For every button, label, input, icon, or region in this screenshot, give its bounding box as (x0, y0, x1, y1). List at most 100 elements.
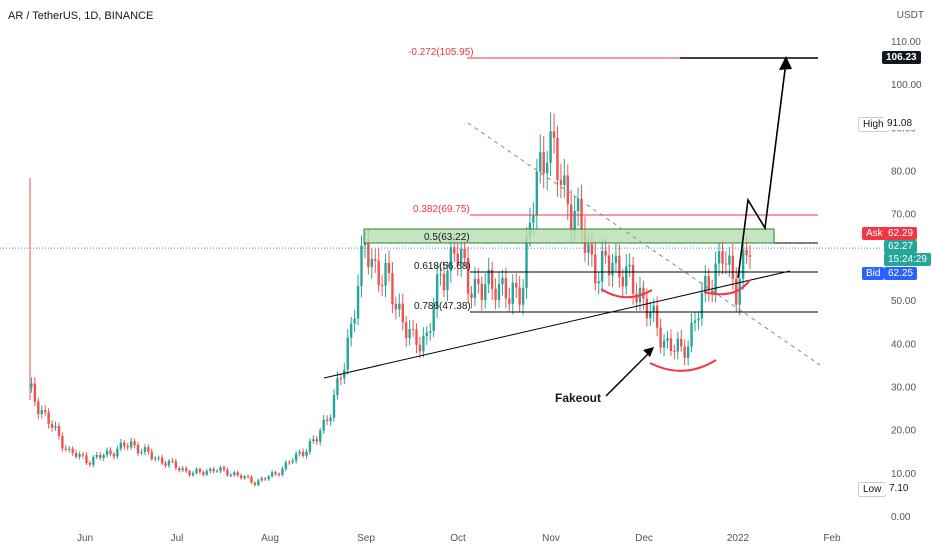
candle-body (81, 454, 85, 456)
candle-body (349, 323, 353, 338)
candle-body (408, 329, 411, 339)
candle-body (346, 337, 349, 370)
candle-body (360, 245, 363, 287)
candle-body (250, 476, 253, 483)
candle-body (432, 308, 435, 332)
candle-body (669, 338, 673, 352)
low-value: 7.10 (885, 482, 913, 495)
candle-body (429, 331, 432, 333)
candle-body (205, 471, 208, 475)
candle-body (92, 457, 95, 465)
candle-body (714, 263, 717, 294)
candle-body (226, 469, 229, 476)
projection-path (737, 61, 787, 279)
y-tick-label: 70.00 (891, 210, 916, 221)
candle-body (680, 338, 683, 347)
candle-body (456, 253, 459, 265)
candle-body (380, 285, 384, 287)
candle-body (267, 476, 270, 480)
candle-body (167, 460, 171, 466)
candle-body (136, 444, 140, 454)
candle-body (621, 276, 624, 287)
candle-body (105, 450, 109, 456)
candle-body (270, 472, 274, 477)
candle-body (707, 276, 710, 291)
candle-body (260, 478, 263, 481)
candle-body (563, 175, 566, 185)
ascending-trendline (323, 270, 791, 379)
candlestick-series (29, 112, 752, 487)
candle-body (71, 448, 74, 453)
candle-body (57, 426, 61, 436)
candle-body (37, 401, 40, 415)
candle-body (171, 460, 174, 462)
candle-body (422, 335, 425, 352)
candle-body (525, 238, 528, 288)
candle-body (188, 471, 191, 476)
candle-body (570, 204, 573, 232)
fib-label-0786: 0.786(47.38) (414, 301, 471, 312)
y-tick-label: 50.00 (891, 296, 916, 307)
x-tick-label: Jul (171, 533, 184, 544)
candle-body (590, 244, 594, 255)
candle-body (33, 383, 37, 402)
candle-body (50, 424, 54, 428)
y-tick-label: 40.00 (891, 339, 916, 350)
ask-value: 62.29 (884, 227, 918, 240)
x-tick-label: 2022 (727, 533, 750, 544)
candle-body (594, 254, 597, 284)
candle-body (129, 441, 133, 448)
candle-body (264, 478, 267, 480)
descending-dashed-trendline (467, 122, 821, 366)
target-price-badge: 106.23 (882, 51, 921, 64)
y-tick-label: 0.00 (891, 512, 911, 523)
candle-body (539, 152, 542, 172)
candle-body (246, 476, 250, 478)
bid-value: 62.25 (884, 267, 918, 280)
candle-body (274, 472, 277, 475)
candle-body (442, 273, 446, 291)
x-tick-label: Aug (261, 533, 279, 544)
candle-body (243, 476, 246, 479)
candle-body (535, 171, 539, 215)
candle-body (604, 250, 607, 256)
candle-body (487, 269, 490, 285)
candle-body (549, 131, 552, 163)
candle-body (676, 338, 679, 352)
candle-body (484, 284, 487, 300)
x-tick-label: Dec (635, 533, 653, 544)
resistance-zone (363, 228, 775, 244)
candle-body (666, 338, 669, 341)
x-tick-label: Jun (77, 533, 93, 544)
candle-body (133, 441, 136, 445)
projection-arrowhead (779, 56, 792, 70)
candle-body (78, 454, 81, 457)
candle-body (745, 249, 748, 256)
candle-body (329, 417, 332, 421)
candle-body (219, 467, 222, 472)
candle-body (332, 394, 336, 418)
fakeout-arrowhead (643, 347, 654, 357)
candle-body (164, 463, 167, 466)
candle-body (398, 303, 401, 310)
y-tick-label: 20.00 (891, 426, 916, 437)
candle-body (160, 457, 164, 464)
candle-body (559, 179, 563, 185)
candle-body (401, 303, 404, 323)
candle-body (700, 292, 704, 319)
candle-body (236, 472, 239, 476)
candle-body (655, 305, 659, 328)
candle-body (511, 282, 514, 304)
candle-body (212, 469, 215, 472)
candle-body (322, 419, 325, 431)
candle-body (195, 469, 198, 474)
x-tick-label: Sep (357, 533, 375, 544)
candle-body (731, 255, 735, 279)
candle-body (284, 462, 288, 469)
candle-body (374, 258, 377, 261)
candle-body (717, 251, 721, 264)
candle-body (99, 454, 102, 459)
candle-body (363, 242, 367, 246)
candle-body (68, 448, 71, 450)
